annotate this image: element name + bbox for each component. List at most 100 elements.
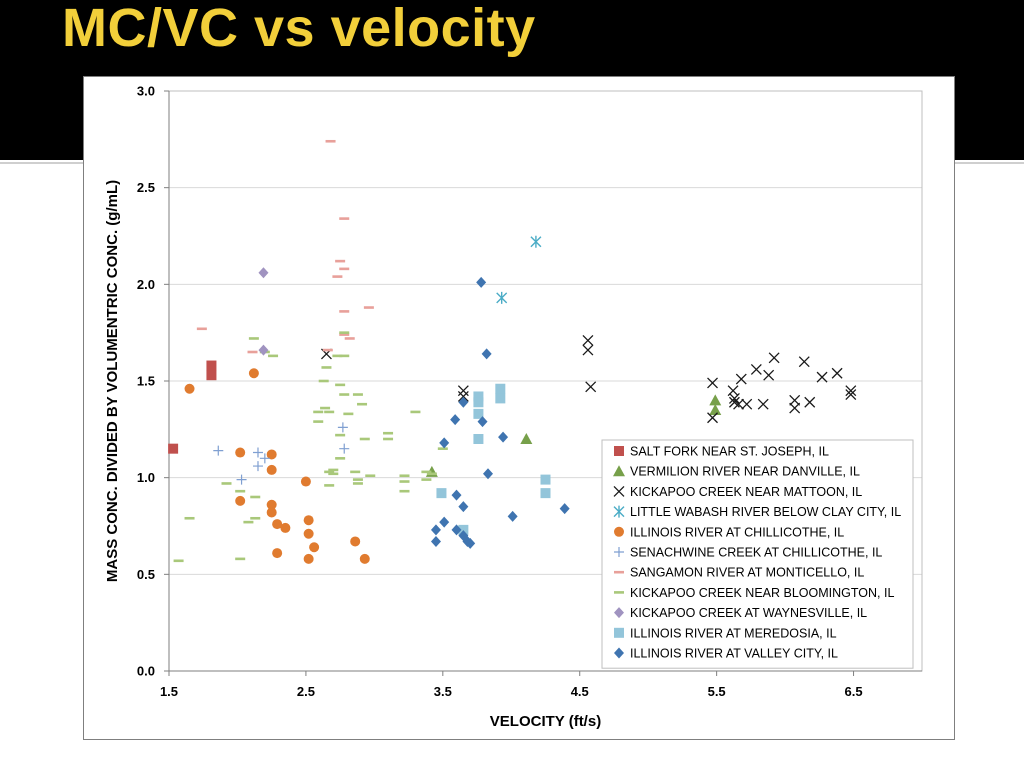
data-point — [450, 414, 461, 426]
data-point — [324, 410, 335, 414]
data-point — [328, 472, 339, 476]
data-point — [321, 366, 332, 369]
data-point — [458, 501, 469, 513]
data-point — [280, 522, 291, 533]
data-point — [498, 431, 509, 443]
data-point — [320, 406, 331, 410]
data-point — [383, 437, 394, 441]
legend-marker — [614, 591, 624, 594]
legend-marker — [614, 647, 624, 659]
data-point — [339, 333, 350, 336]
data-point — [247, 350, 258, 354]
data-point — [750, 363, 762, 375]
data-point — [300, 476, 311, 487]
data-point — [410, 410, 421, 414]
data-point — [365, 474, 376, 478]
data-point — [495, 383, 506, 394]
data-point — [439, 516, 450, 528]
data-point — [430, 524, 441, 536]
legend-entry: VERMILION RIVER NEAR DANVILLE, IL — [630, 465, 860, 479]
x-axis-title: VELOCITY (ft/s) — [490, 713, 601, 730]
legend-marker — [613, 505, 625, 518]
data-point — [259, 453, 270, 464]
series-0 — [168, 360, 217, 454]
data-point — [495, 393, 506, 404]
y-tick-label: 0.5 — [137, 567, 155, 582]
legend-entry: LITTLE WABASH RIVER BELOW CLAY CITY, IL — [630, 505, 901, 519]
data-point — [426, 472, 437, 476]
data-point — [339, 310, 350, 313]
series-3 — [496, 235, 542, 304]
data-point — [235, 495, 246, 506]
data-point — [339, 443, 350, 454]
data-point — [473, 408, 484, 419]
series-8 — [258, 267, 269, 356]
x-tick-label: 4.5 — [571, 684, 589, 699]
data-point — [272, 548, 283, 559]
data-point — [303, 553, 314, 564]
data-point — [184, 383, 195, 394]
data-point — [266, 499, 277, 510]
data-point — [235, 489, 246, 493]
data-point — [173, 559, 184, 563]
data-point — [258, 267, 269, 279]
legend: SALT FORK NEAR ST. JOSEPH, IL VERMILION R… — [601, 439, 914, 669]
data-points — [168, 139, 857, 564]
data-point — [339, 354, 350, 358]
data-point — [421, 478, 432, 481]
data-point — [816, 371, 828, 383]
data-point — [798, 356, 810, 368]
data-point — [250, 516, 261, 520]
data-point — [313, 410, 324, 414]
data-point — [451, 489, 462, 501]
series-6 — [196, 139, 374, 354]
data-point — [332, 354, 343, 358]
legend-marker — [614, 547, 624, 557]
data-point — [266, 464, 277, 475]
data-point — [352, 482, 363, 485]
data-point — [540, 474, 551, 485]
data-point — [763, 369, 775, 381]
chart-frame: 0.0 0.5 1.0 1.5 2.0 2.5 3.0 1.5 2.5 3.5 4.5 5.5 6.5 V… — [83, 76, 955, 740]
data-point — [318, 379, 329, 383]
data-point — [350, 536, 361, 547]
data-point — [339, 393, 350, 396]
data-point — [728, 392, 740, 404]
data-point — [733, 398, 745, 410]
data-point — [540, 488, 551, 499]
legend-entry: SENACHWINE CREEK AT CHILLICOTHE, IL — [630, 546, 882, 560]
scatter-chart: 0.0 0.5 1.0 1.5 2.0 2.5 3.0 1.5 2.5 3.5 4.5 5.5 6.5 V… — [104, 84, 923, 730]
data-point — [457, 385, 469, 397]
data-point — [309, 542, 320, 553]
legend-entry: SALT FORK NEAR ST. JOSEPH, IL — [630, 445, 829, 459]
data-point — [322, 348, 333, 352]
data-point — [768, 352, 780, 364]
legend-entry: KICKAPOO CREEK NEAR MATTOON, IL — [630, 485, 862, 499]
y-tick-label: 2.5 — [137, 180, 155, 195]
data-point — [258, 344, 269, 356]
data-point — [252, 447, 263, 458]
data-point — [399, 474, 410, 478]
data-point — [496, 291, 508, 304]
y-axis-title: MASS CONC. DIVIDED BY VOLUMENTRIC CONC. … — [104, 180, 121, 582]
series-10 — [430, 276, 570, 549]
legend-entry: KICKAPOO CREEK NEAR BLOOMINGTON, IL — [630, 586, 894, 600]
data-point — [266, 449, 277, 460]
data-point — [213, 445, 224, 456]
data-point — [206, 360, 217, 371]
data-point — [335, 457, 346, 460]
data-point — [325, 139, 336, 143]
data-point — [363, 306, 374, 309]
data-point — [439, 437, 450, 449]
data-point — [465, 537, 476, 549]
data-point — [437, 447, 448, 450]
data-point — [343, 412, 354, 416]
legend-entry: ILLINOIS RIVER AT MEREDOSIA, IL — [630, 626, 837, 640]
legend-marker — [613, 465, 625, 477]
data-point — [266, 507, 277, 518]
data-point — [344, 337, 355, 340]
data-point — [168, 443, 179, 454]
data-point — [458, 524, 469, 535]
data-point — [250, 495, 261, 499]
legend-entry: KICKAPOO CREEK AT WAYNESVILLE, IL — [630, 606, 867, 620]
